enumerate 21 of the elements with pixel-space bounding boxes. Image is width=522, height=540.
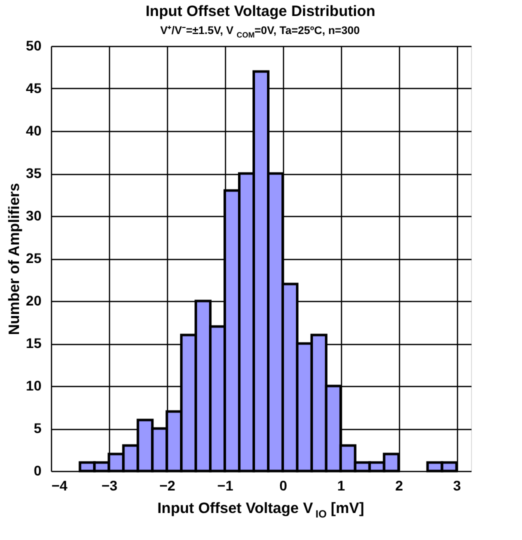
y-tick-label: 45	[26, 80, 42, 96]
y-tick-label: 50	[26, 38, 42, 54]
x-tick-label: 3	[453, 478, 462, 494]
y-tick-label: 15	[26, 335, 42, 351]
x-tick-label: 2	[395, 478, 404, 494]
chart-title: Input Offset Voltage Distribution	[146, 3, 376, 20]
x-tick-label: 1	[337, 478, 346, 494]
y-tick-label: 25	[26, 250, 42, 266]
y-axis-title: Number of Amplifiers	[6, 183, 23, 335]
y-tick-label: 40	[26, 122, 42, 138]
y-tick-label: 20	[26, 292, 42, 308]
y-tick-label: 10	[26, 378, 42, 394]
x-tick-label: 0	[279, 478, 288, 494]
x-tick-label: −3	[101, 478, 118, 494]
x-tick-label: −4	[52, 478, 68, 494]
y-tick-label: 5	[34, 420, 42, 436]
x-tick-label: −2	[159, 478, 176, 494]
y-tick-label: 35	[26, 165, 42, 181]
y-tick-label: 0	[34, 462, 42, 478]
y-tick-label: 30	[26, 208, 42, 224]
x-tick-label: −1	[217, 478, 234, 494]
